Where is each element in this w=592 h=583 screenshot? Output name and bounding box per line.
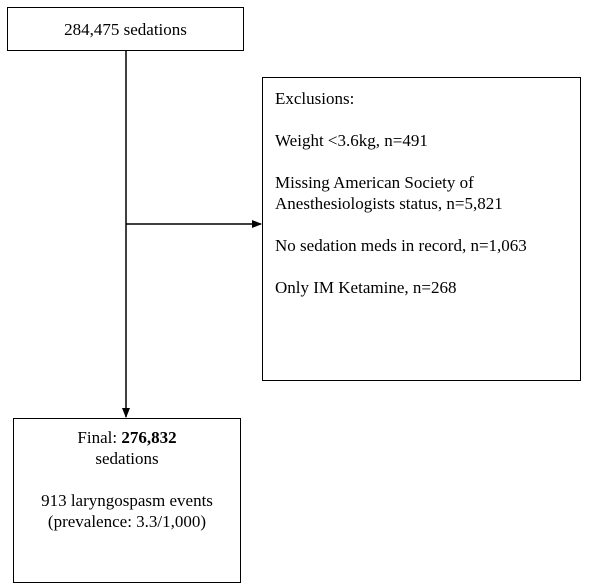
exclusions-heading: Exclusions: [275, 89, 355, 108]
final-unit: sedations [95, 449, 159, 468]
exclusion-item-im-ketamine: Only IM Ketamine, n=268 [275, 278, 457, 297]
initial-sedations-box: 284,475 sedations [7, 7, 244, 51]
final-prefix: Final: [77, 428, 122, 447]
initial-sedations-label: 284,475 sedations [64, 20, 187, 39]
laryngospasm-events: 913 laryngospasm events (prevalence: 3.3… [41, 491, 213, 531]
final-count-line: Final: 276,832 [14, 427, 240, 448]
exclusion-item-no-meds: No sedation meds in record, n=1,063 [275, 236, 527, 255]
exclusion-item-weight: Weight <3.6kg, n=491 [275, 131, 428, 150]
exclusions-box: Exclusions: Weight <3.6kg, n=491 Missing… [262, 77, 581, 381]
final-cohort-box: Final: 276,832 sedations 913 laryngospas… [13, 418, 241, 583]
exclusion-item-asa-status: Missing American Society of Anesthesiolo… [275, 173, 503, 213]
final-count: 276,832 [121, 428, 177, 447]
